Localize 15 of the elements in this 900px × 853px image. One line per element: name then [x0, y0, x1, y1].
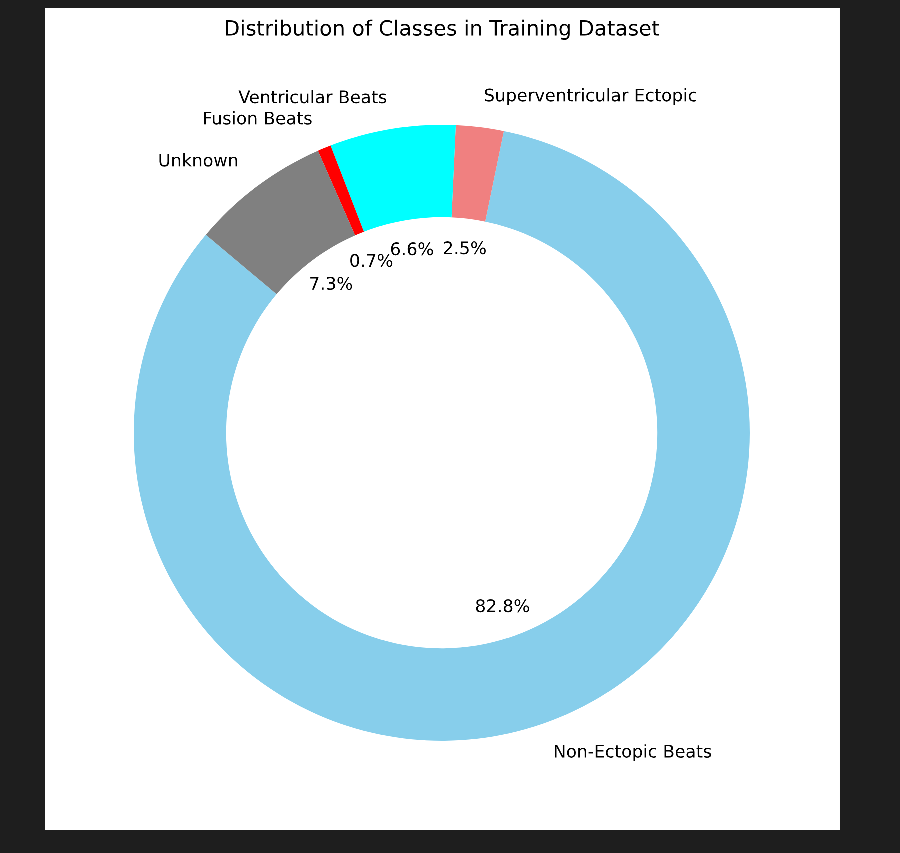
slice-label: Fusion Beats: [204, 111, 312, 125]
chart-title: Distribution of Classes in Training Dataset: [226, 20, 660, 40]
data-label: 0.7%: [350, 254, 393, 268]
data-label: 82.8%: [476, 599, 530, 613]
slice-label: Unknown: [160, 153, 238, 167]
data-label: 2.5%: [444, 242, 486, 255]
donut-slice: [330, 125, 456, 232]
slice-label: Non-Ectopic Beats: [555, 744, 712, 762]
donut-slice: [452, 125, 504, 222]
donut-slice: [318, 146, 364, 236]
data-label: 7.3%: [310, 277, 352, 290]
slice-label: Superventricular Ectopic: [485, 88, 696, 106]
donut-slice: [134, 131, 750, 741]
data-label: 6.6%: [391, 242, 434, 256]
slice-label: Ventricular Beats: [238, 90, 387, 104]
